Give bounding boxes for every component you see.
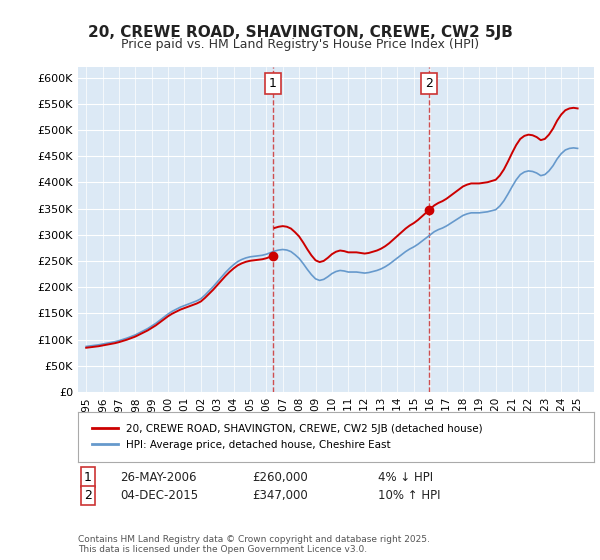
Text: 1: 1: [84, 470, 92, 484]
Text: Contains HM Land Registry data © Crown copyright and database right 2025.
This d: Contains HM Land Registry data © Crown c…: [78, 535, 430, 554]
Text: 26-MAY-2006: 26-MAY-2006: [120, 470, 197, 484]
Text: 2: 2: [84, 489, 92, 502]
Text: £260,000: £260,000: [252, 470, 308, 484]
Text: 2: 2: [425, 77, 433, 90]
Text: 20, CREWE ROAD, SHAVINGTON, CREWE, CW2 5JB: 20, CREWE ROAD, SHAVINGTON, CREWE, CW2 5…: [88, 25, 512, 40]
Text: 04-DEC-2015: 04-DEC-2015: [120, 489, 198, 502]
Text: £347,000: £347,000: [252, 489, 308, 502]
Text: 1: 1: [269, 77, 277, 90]
Text: 4% ↓ HPI: 4% ↓ HPI: [378, 470, 433, 484]
Text: Price paid vs. HM Land Registry's House Price Index (HPI): Price paid vs. HM Land Registry's House …: [121, 38, 479, 51]
Legend: 20, CREWE ROAD, SHAVINGTON, CREWE, CW2 5JB (detached house), HPI: Average price,: 20, CREWE ROAD, SHAVINGTON, CREWE, CW2 5…: [83, 415, 491, 459]
Text: 10% ↑ HPI: 10% ↑ HPI: [378, 489, 440, 502]
